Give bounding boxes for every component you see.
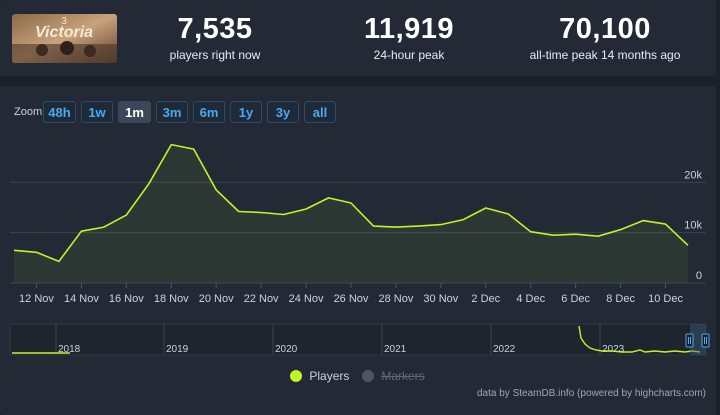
stat-alltime-peak: 70,100 all-time peak 14 months ago <box>520 12 690 62</box>
stat-alltime-peak-value: 70,100 <box>559 13 651 45</box>
legend-item-markers[interactable]: Markers <box>362 369 425 383</box>
legend-item-players[interactable]: Players <box>290 369 349 383</box>
zoom-1m-button[interactable]: 1m <box>118 101 151 123</box>
zoom-3y-button[interactable]: 3y <box>267 101 299 123</box>
zoom-6m-button[interactable]: 6m <box>193 101 225 123</box>
legend-markers-label: Markers <box>381 369 425 383</box>
stat-current: 7,535 players right now <box>150 12 280 62</box>
stat-current-value: 7,535 <box>177 13 253 45</box>
zoom-1y-button[interactable]: 1y <box>230 101 262 123</box>
legend-players-dot <box>290 370 302 382</box>
chart-credit[interactable]: data by SteamDB.info (powered by highcha… <box>477 388 706 399</box>
chart-panel <box>0 86 716 415</box>
legend-markers-dot <box>362 370 374 382</box>
stat-24h-peak-value: 11,919 <box>363 13 455 45</box>
zoom-all-button[interactable]: all <box>304 101 336 123</box>
zoom-1w-button[interactable]: 1w <box>81 101 113 123</box>
zoom-label: Zoom <box>14 106 43 118</box>
zoom-3m-button[interactable]: 3m <box>156 101 188 123</box>
stat-alltime-peak-label: all-time peak 14 months ago <box>529 48 681 62</box>
stats-bar <box>0 0 716 76</box>
svg-text:Victoria: Victoria <box>35 24 93 41</box>
svg-text:3: 3 <box>61 16 67 27</box>
game-logo-image: Victoria 3 <box>12 14 117 63</box>
stat-current-label: players right now <box>169 48 261 62</box>
stat-24h-peak: 11,919 24-hour peak <box>344 12 474 62</box>
zoom-48h-button[interactable]: 48h <box>43 101 76 123</box>
game-thumbnail[interactable]: Victoria 3 <box>12 14 117 63</box>
stat-24h-peak-label: 24-hour peak <box>373 48 445 62</box>
legend-players-label: Players <box>309 369 350 383</box>
